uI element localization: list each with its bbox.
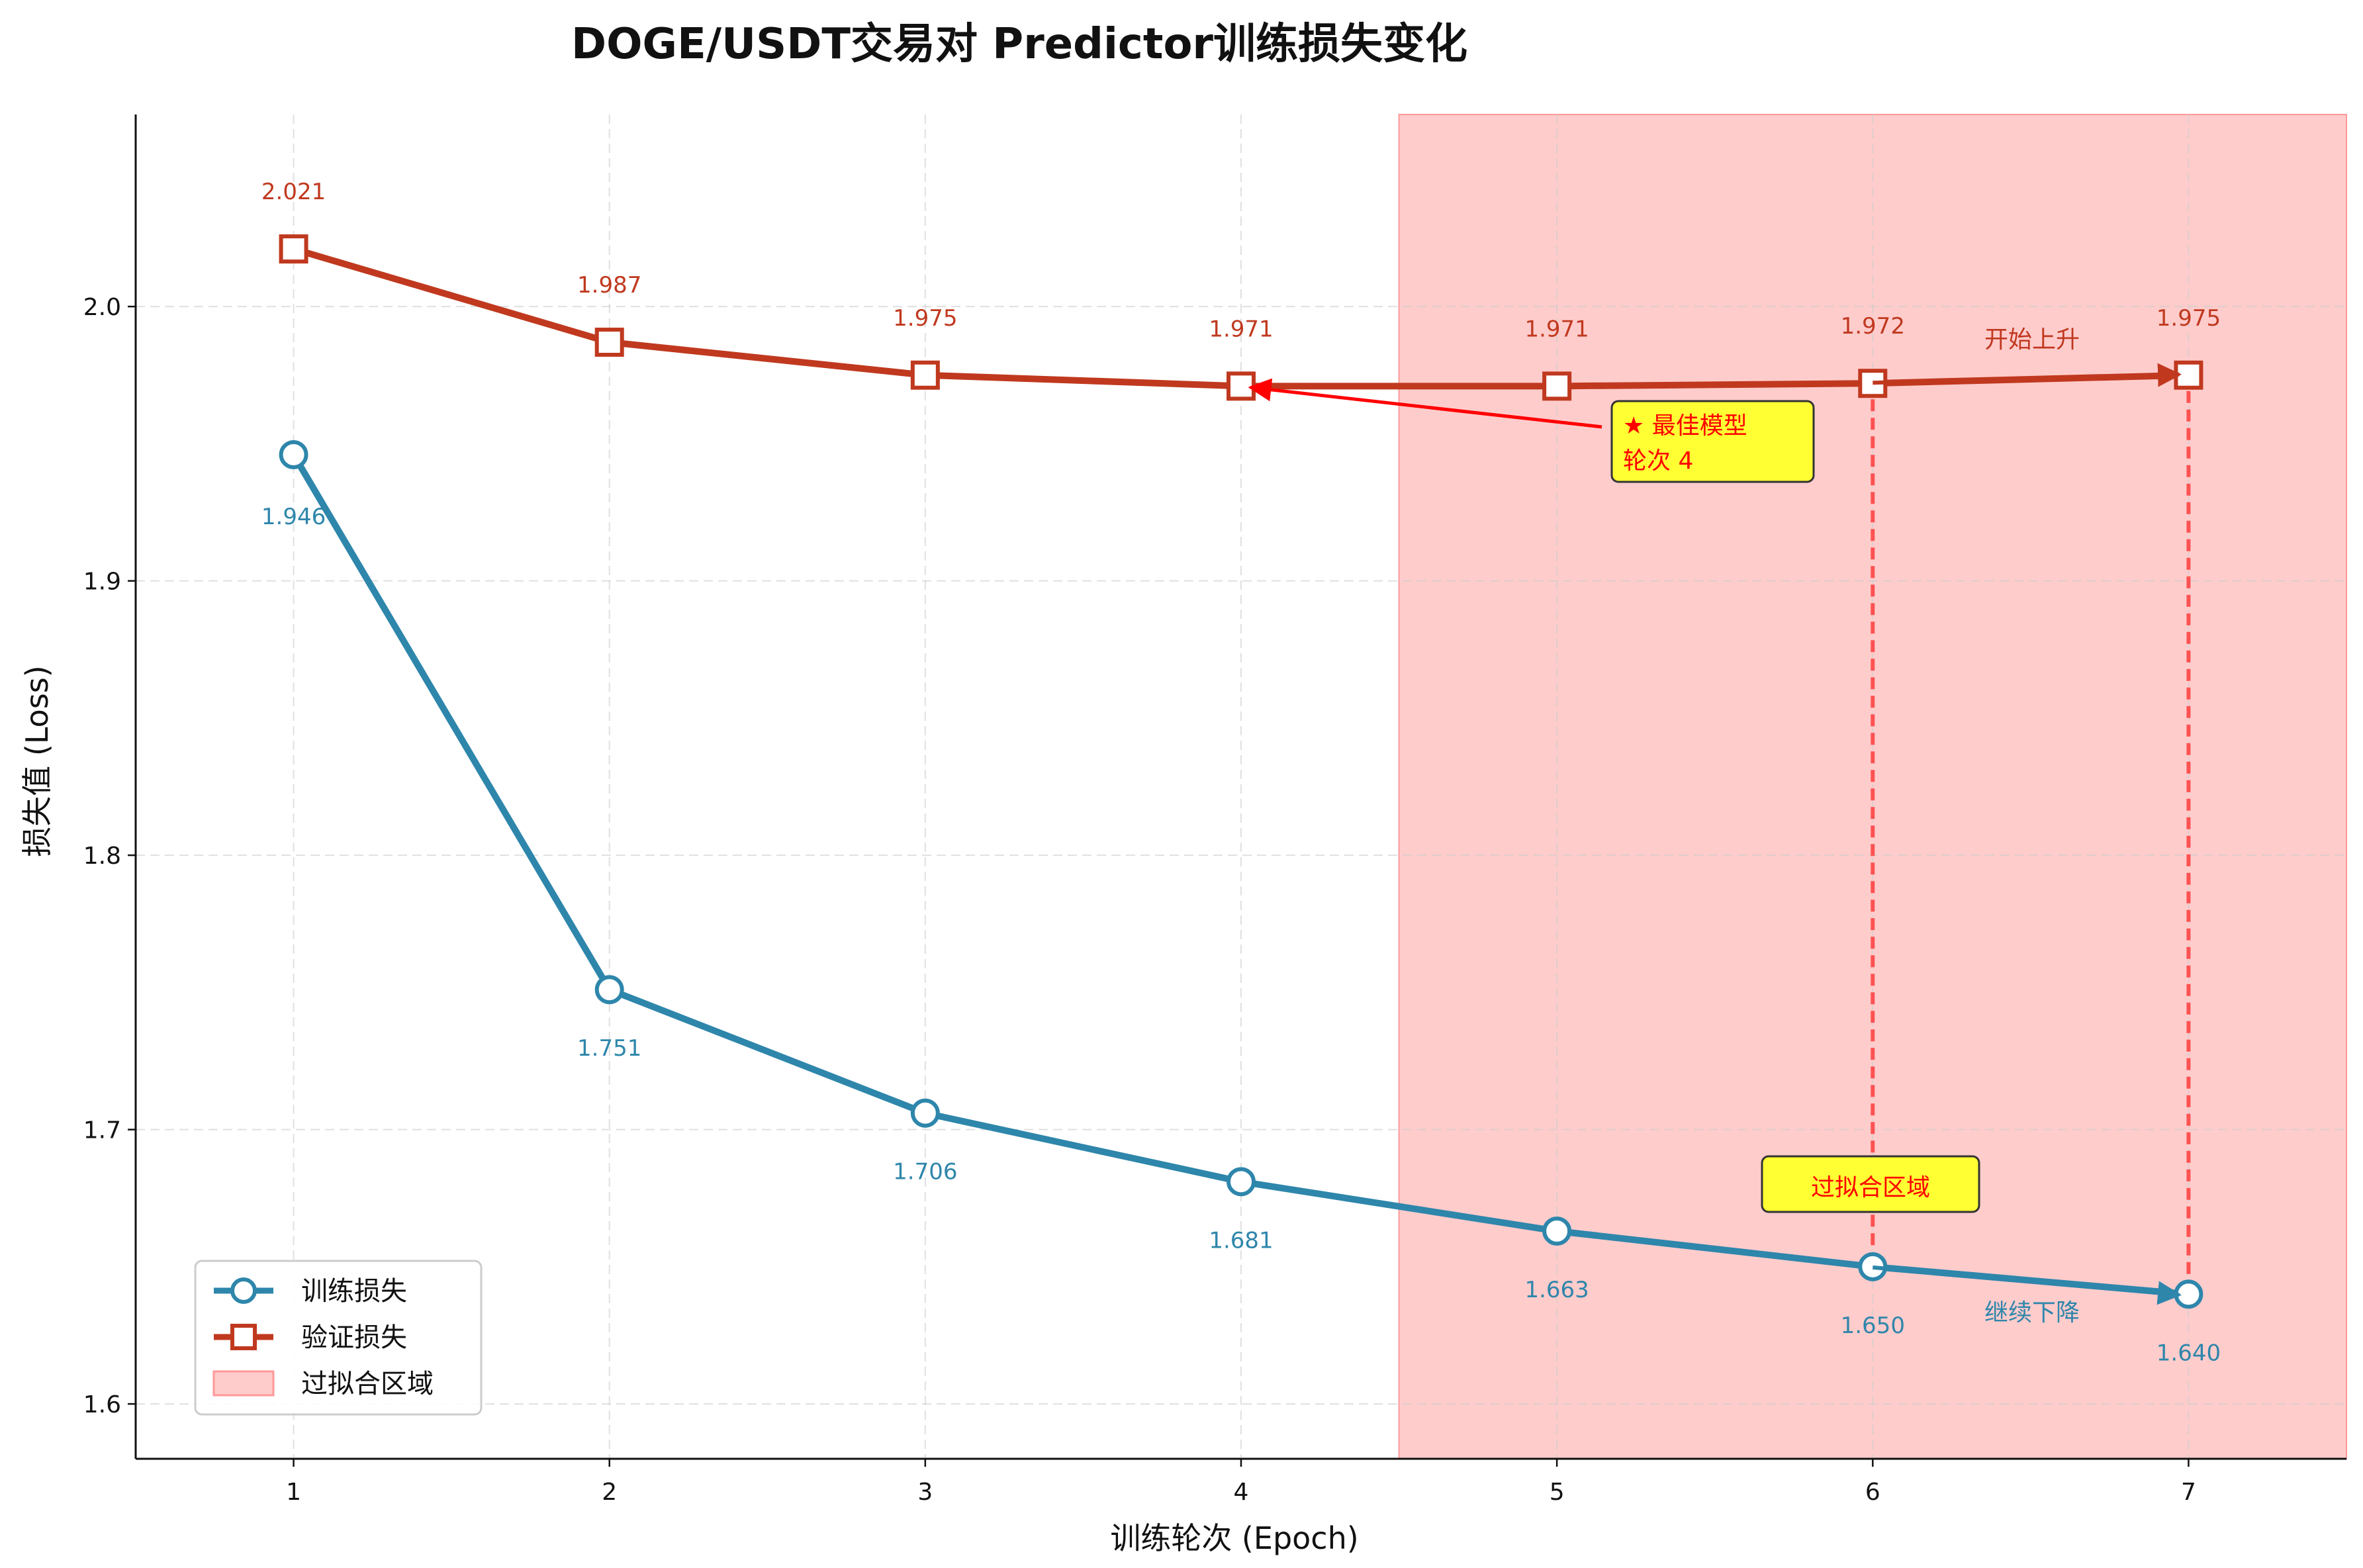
train-data-label: 1.681 (1209, 1227, 1273, 1254)
legend-entry: 验证损失 (301, 1322, 407, 1353)
val-rising-label: 开始上升 (1984, 326, 2080, 353)
train-loss-point (2174, 1279, 2203, 1309)
val-loss-point (1227, 371, 1256, 401)
train-loss-point (1542, 1216, 1572, 1246)
val-loss-point (2174, 360, 2203, 390)
legend-swatch-overfit (212, 1370, 275, 1397)
y-axis-label: 损失值 (Loss) (19, 665, 55, 856)
val-data-label: 1.971 (1524, 316, 1589, 342)
y-tick-label: 1.8 (83, 843, 121, 870)
y-tick-label: 2.0 (83, 294, 121, 321)
x-tick-label: 7 (2181, 1479, 2196, 1506)
x-tick-label: 6 (1865, 1479, 1880, 1506)
val-loss-point (1858, 369, 1888, 398)
val-data-label: 1.987 (577, 272, 641, 299)
val-loss-point (910, 360, 940, 390)
best-model-box (1610, 400, 1815, 483)
best-model-epoch-label: 轮次 4 (1623, 447, 1693, 475)
train-data-label: 1.640 (2156, 1340, 2221, 1366)
best-model-label: ★ 最佳模型 (1623, 412, 1747, 439)
train-data-label: 1.706 (893, 1159, 957, 1185)
y-tick-label: 1.6 (83, 1391, 121, 1418)
train-loss-point (279, 439, 308, 469)
val-data-label: 1.972 (1841, 313, 1905, 340)
train-falling-arrow (1873, 1265, 2182, 1305)
val-data-label: 1.975 (893, 305, 957, 332)
overfit-region-label: 过拟合区域 (1811, 1174, 1930, 1201)
train-loss-point (910, 1098, 940, 1128)
x-tick-label: 1 (286, 1479, 301, 1506)
x-tick-label: 2 (602, 1479, 617, 1506)
train-data-label: 1.650 (1841, 1313, 1905, 1339)
val-loss-point (594, 328, 624, 357)
legend-entry: 过拟合区域 (301, 1369, 434, 1399)
x-axis-label: 训练轮次 (Epoch) (1110, 1520, 1358, 1556)
x-tick-label: 4 (1234, 1479, 1249, 1506)
y-tick-label: 1.9 (83, 569, 121, 596)
train-data-label: 1.663 (1524, 1277, 1589, 1303)
legend-marker (230, 1277, 257, 1304)
x-tick-label: 5 (1550, 1479, 1565, 1506)
train-data-label: 1.946 (261, 504, 326, 530)
legend-entry: 训练损失 (301, 1276, 407, 1307)
val-data-label: 2.021 (261, 179, 326, 205)
train-loss-point (1227, 1167, 1256, 1197)
chart-title: DOGE/USDT交易对 Predictor训练损失变化 (571, 20, 1467, 69)
train-falling-label: 继续下降 (1984, 1299, 2080, 1326)
val-loss-point (279, 234, 308, 264)
best-model-arrow (1248, 378, 1602, 429)
val-rising-arrow (1873, 363, 2182, 387)
val-loss-point (1542, 371, 1572, 401)
val-data-label: 1.971 (1209, 316, 1273, 342)
train-data-label: 1.751 (577, 1035, 641, 1062)
train-loss-point (594, 975, 624, 1005)
overfit-region-box (1761, 1155, 1980, 1213)
x-tick-label: 3 (917, 1479, 933, 1506)
legend-marker (230, 1324, 257, 1350)
y-tick-label: 1.7 (83, 1117, 121, 1144)
val-data-label: 1.975 (2156, 305, 2221, 332)
